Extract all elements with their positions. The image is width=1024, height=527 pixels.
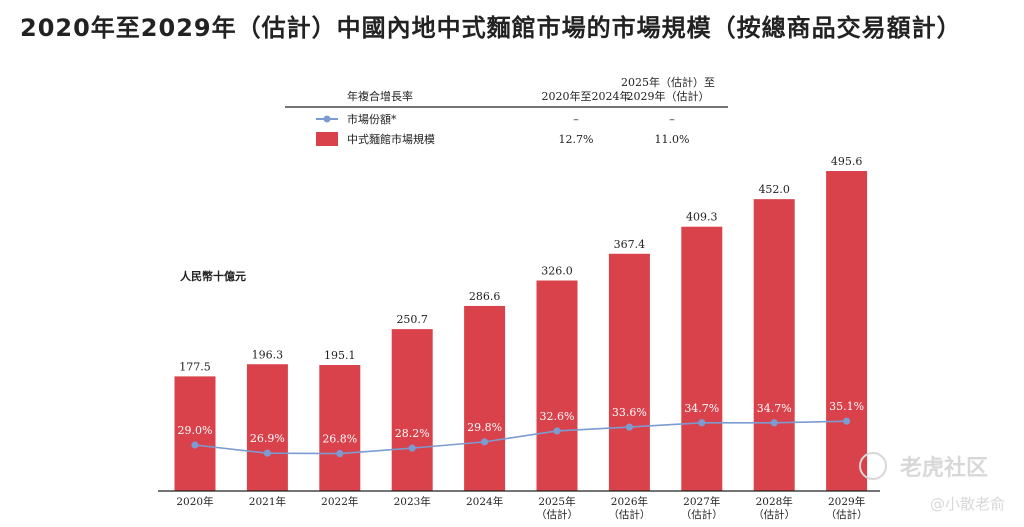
x-tick-5-sub: （估計） [536, 508, 578, 521]
legend-market-cagr1: 12.7% [559, 133, 594, 146]
bar-label-6: 367.4 [614, 238, 646, 251]
bar-0 [174, 376, 216, 491]
share-label-7: 34.7% [684, 402, 719, 415]
bar-label-4: 286.6 [469, 290, 501, 303]
bar-2 [319, 365, 361, 491]
bar-label-8: 452.0 [758, 183, 790, 196]
x-tick-0: 2020年 [176, 495, 213, 508]
bar-label-7: 409.3 [686, 211, 718, 224]
tiger-logo-icon [859, 452, 887, 480]
legend-table: 年複合增長率 2020年至2024年 2025年（估計）至 2029年（估計） … [285, 75, 728, 146]
legend-market-swatch [316, 132, 338, 146]
share-point-9 [843, 417, 851, 425]
legend-col2-header-line2: 2029年（估計） [627, 89, 710, 103]
x-tick-7: 2027年 [683, 495, 720, 508]
chart-title: 2020年至2029年（估計）中國內地中式麵館市場的市場規模（按總商品交易額計） [20, 14, 962, 42]
share-label-3: 28.2% [395, 427, 430, 440]
bar-label-5: 326.0 [541, 265, 573, 278]
x-tick-3: 2023年 [394, 495, 431, 508]
watermark-brand: 老虎社区 [899, 455, 988, 481]
share-point-5 [553, 427, 561, 435]
share-label-9: 35.1% [829, 400, 864, 413]
legend-share-cagr2: – [669, 113, 675, 126]
unit-label: 人民幣十億元 [180, 269, 246, 283]
legend-market-name: 中式麵館市場規模 [347, 132, 435, 146]
bar-9 [826, 171, 868, 491]
x-tick-6: 2026年 [611, 495, 648, 508]
legend-share-marker [323, 115, 331, 123]
bar-8 [753, 199, 795, 491]
share-label-1: 26.9% [250, 432, 285, 445]
x-tick-9-sub: （估計） [826, 508, 868, 521]
legend-header: 年複合增長率 [347, 89, 413, 103]
bar-1 [246, 364, 288, 491]
watermark-author: @小散老俞 [930, 495, 1005, 513]
bar-5 [536, 280, 578, 491]
bar-4 [464, 305, 506, 491]
share-line [194, 420, 847, 455]
x-tick-9: 2029年 [828, 495, 865, 508]
bar-value-labels: 177.5 196.3 195.1 250.7 286.6 326.0 367.4 409.3… [179, 155, 862, 373]
legend-col1-header: 2020年至2024年 [542, 89, 631, 103]
x-tick-4: 2024年 [466, 495, 503, 508]
share-point-0 [191, 441, 199, 449]
share-point-3 [408, 444, 416, 452]
share-point-6 [625, 423, 634, 431]
share-label-4: 29.8% [467, 421, 502, 434]
bar-label-9: 495.6 [831, 155, 863, 168]
share-point-7 [698, 419, 706, 427]
legend-share-cagr1: – [573, 113, 579, 126]
share-label-8: 34.7% [757, 402, 792, 415]
share-label-0: 29.0% [178, 424, 213, 437]
share-label-5: 32.6% [540, 410, 575, 423]
legend-market-cagr2: 11.0% [655, 133, 690, 146]
x-tick-8-sub: （估計） [753, 508, 795, 521]
bar-3 [391, 329, 433, 491]
watermark: 老虎社区 @小散老俞 [859, 452, 1005, 513]
x-tick-labels: 2020年 2021年 2022年 2023年 2024年 2025年（估計）2026年（… [176, 495, 867, 521]
bar-label-3: 250.7 [396, 313, 428, 326]
legend-col2-header-line1: 2025年（估計）至 [621, 75, 715, 89]
x-tick-6-sub: （估計） [608, 508, 650, 521]
bar-series [174, 171, 868, 491]
bar-label-2: 195.1 [324, 349, 356, 362]
bar-label-1: 196.3 [252, 348, 284, 361]
legend-share-name: 市場份額* [347, 112, 397, 126]
x-tick-5: 2025年 [538, 495, 575, 508]
share-point-4 [481, 438, 489, 446]
share-label-6: 33.6% [612, 406, 647, 419]
x-tick-7-sub: （估計） [681, 508, 723, 521]
bar-label-0: 177.5 [179, 360, 211, 373]
share-point-1 [263, 449, 271, 457]
bar-7 [681, 226, 723, 491]
share-point-8 [770, 419, 778, 427]
share-label-2: 26.8% [322, 433, 357, 446]
bar-6 [608, 253, 650, 491]
share-series: 29.0% 26.9% 26.8% 28.2% 29.8% 32.6% 33.6% 34.7%… [178, 400, 864, 458]
x-tick-8: 2028年 [756, 495, 793, 508]
share-point-2 [336, 449, 344, 458]
x-tick-2: 2022年 [321, 495, 358, 508]
x-tick-1: 2021年 [249, 495, 286, 508]
